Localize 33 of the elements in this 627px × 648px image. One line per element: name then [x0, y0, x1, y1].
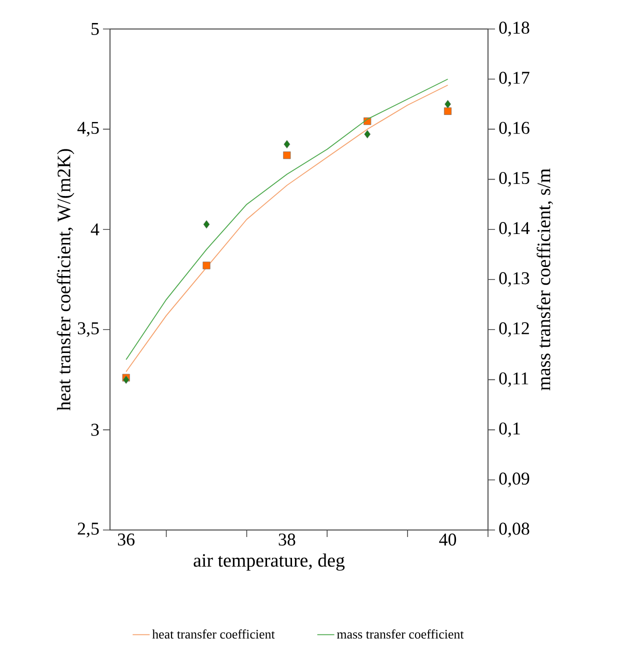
y2-tick-label: 0,16 — [499, 122, 530, 137]
y2-tick-label: 0,15 — [499, 172, 530, 187]
y-axis-title: heat transfer coefficient, W/(m2K) — [56, 149, 74, 411]
y2-tick-label: 0,09 — [499, 472, 530, 488]
y-tick-label: 2,5 — [78, 522, 99, 538]
x-axis-title: air temperature, deg — [194, 553, 345, 571]
y2-tick-label: 0,1 — [499, 422, 520, 438]
point — [203, 220, 210, 229]
y2-tick-label: 0,12 — [499, 322, 529, 337]
point — [444, 107, 452, 115]
y-tick-label: 4,5 — [77, 122, 99, 136]
point — [444, 100, 451, 108]
legend-label: heat transfer coefficient — [152, 629, 275, 639]
y2-tick-label: 0,17 — [499, 72, 530, 86]
x-tick-label: 40 — [439, 534, 456, 546]
y-tick-label: 3 — [91, 424, 99, 436]
x-tick-label: 36 — [118, 534, 135, 546]
point — [122, 376, 130, 384]
y2-axis-title: mass transfer coefficient, s/m — [536, 168, 553, 390]
y2-tick-label: 0,13 — [499, 272, 530, 287]
legend-label: mass transfer coefficient — [337, 629, 464, 639]
y-tick-label: 3,5 — [78, 322, 99, 337]
x-tick-label: 38 — [278, 534, 296, 546]
point — [364, 130, 371, 138]
y2-tick-label: 0,18 — [499, 22, 530, 36]
point — [202, 262, 210, 270]
y-tick-label: 5 — [92, 23, 99, 35]
point — [284, 140, 290, 148]
y2-tick-label: 0,08 — [499, 522, 530, 538]
point — [283, 151, 291, 160]
y-tick-label: 4 — [90, 223, 100, 236]
y2-tick-label: 0,11 — [499, 372, 528, 388]
y2-tick-label: 0,14 — [499, 222, 530, 237]
